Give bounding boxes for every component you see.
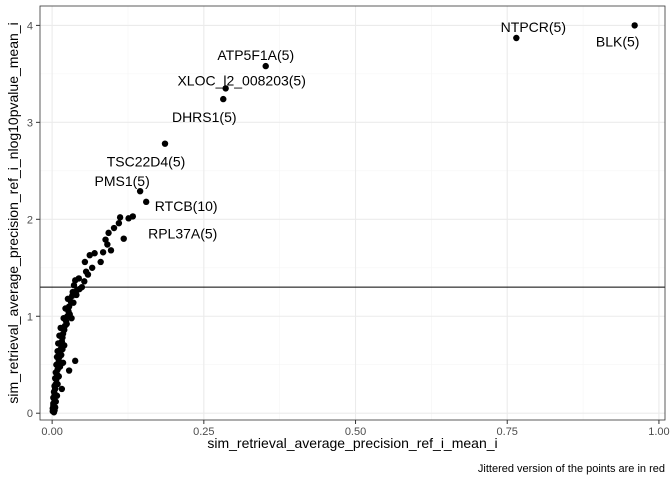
- data-point: [110, 224, 118, 232]
- data-point: [58, 351, 65, 359]
- x-tick-label: 0.50: [345, 426, 366, 438]
- point-label: RPL37A(5): [148, 226, 217, 242]
- grid-lines: [40, 6, 665, 420]
- data-point: [71, 357, 79, 365]
- data-point: [59, 346, 66, 353]
- data-point: [99, 249, 107, 256]
- data-point: [57, 324, 64, 332]
- data-point: [53, 392, 61, 399]
- data-points: [49, 22, 638, 416]
- data-point: [62, 305, 69, 312]
- data-point: [104, 241, 111, 248]
- data-point: [54, 380, 61, 388]
- point-label: RTCB(10): [155, 198, 218, 214]
- y-tick-label: 4: [27, 20, 33, 32]
- labeled-data-point: [120, 235, 127, 242]
- data-point: [102, 236, 109, 243]
- data-point: [125, 215, 132, 222]
- data-point: [97, 258, 104, 266]
- labeled-data-point: [161, 140, 169, 147]
- labeled-data-point: [222, 85, 229, 92]
- point-label: TSC22D4(5): [107, 154, 186, 170]
- data-point: [81, 258, 89, 266]
- x-tick-label: 0.00: [41, 426, 62, 438]
- labeled-data-point: [142, 198, 150, 206]
- y-axis-ticks: 0 1 2 3 4: [27, 20, 40, 420]
- data-point: [81, 278, 88, 285]
- labeled-data-point: [262, 62, 269, 70]
- y-axis-title: sim_retrieval_average_precision_ref_i_nl…: [5, 22, 21, 403]
- data-point: [60, 314, 67, 322]
- labeled-data-point: [513, 34, 520, 42]
- data-point: [115, 219, 123, 227]
- data-point: [56, 363, 64, 370]
- point-label: PMS1(5): [95, 173, 150, 189]
- x-axis-ticks: 0.00 0.25 0.50 0.75 1.00: [41, 420, 670, 438]
- data-point: [70, 299, 77, 306]
- data-point: [107, 247, 115, 254]
- x-axis-title: sim_retrieval_average_precision_ref_i_me…: [207, 435, 497, 451]
- data-point: [50, 409, 58, 416]
- data-point: [56, 332, 63, 339]
- y-tick-label: 1: [27, 311, 33, 323]
- labeled-data-point: [136, 187, 144, 195]
- y-tick-label: 2: [27, 214, 33, 226]
- data-point: [63, 320, 70, 328]
- data-point: [73, 291, 80, 299]
- x-tick-label: 0.75: [497, 426, 518, 438]
- chart-caption: Jittered version of the points are in re…: [478, 463, 665, 475]
- point-labels: BLK(5) NTPCR(5) ATP5F1A(5) XLOC_l2_008203(5…: [95, 19, 640, 242]
- data-point: [105, 229, 112, 237]
- point-label: XLOC_l2_008203(5): [177, 72, 305, 88]
- x-tick-label: 0.25: [193, 426, 214, 438]
- labeled-data-point: [220, 95, 227, 103]
- data-point: [68, 314, 75, 322]
- x-tick-label: 1.00: [648, 426, 669, 438]
- data-point: [70, 282, 78, 289]
- point-label: NTPCR(5): [501, 19, 566, 35]
- y-tick-label: 3: [27, 117, 33, 129]
- data-point: [84, 271, 92, 278]
- data-point: [52, 398, 59, 405]
- data-point: [91, 250, 98, 257]
- data-point: [76, 285, 83, 293]
- data-point: [65, 367, 73, 374]
- data-point: [86, 251, 93, 259]
- data-point: [116, 214, 124, 221]
- point-label: ATP5F1A(5): [217, 47, 294, 63]
- labeled-data-point: [631, 22, 638, 29]
- data-point: [71, 277, 79, 284]
- data-point: [88, 264, 96, 271]
- point-label: BLK(5): [596, 33, 640, 49]
- data-point: [58, 385, 66, 393]
- point-label: DHRS1(5): [172, 109, 237, 125]
- data-point: [64, 295, 72, 303]
- data-point: [55, 340, 62, 347]
- y-tick-label: 0: [27, 408, 33, 420]
- data-point: [55, 373, 63, 380]
- plot-panel: [39, 5, 666, 421]
